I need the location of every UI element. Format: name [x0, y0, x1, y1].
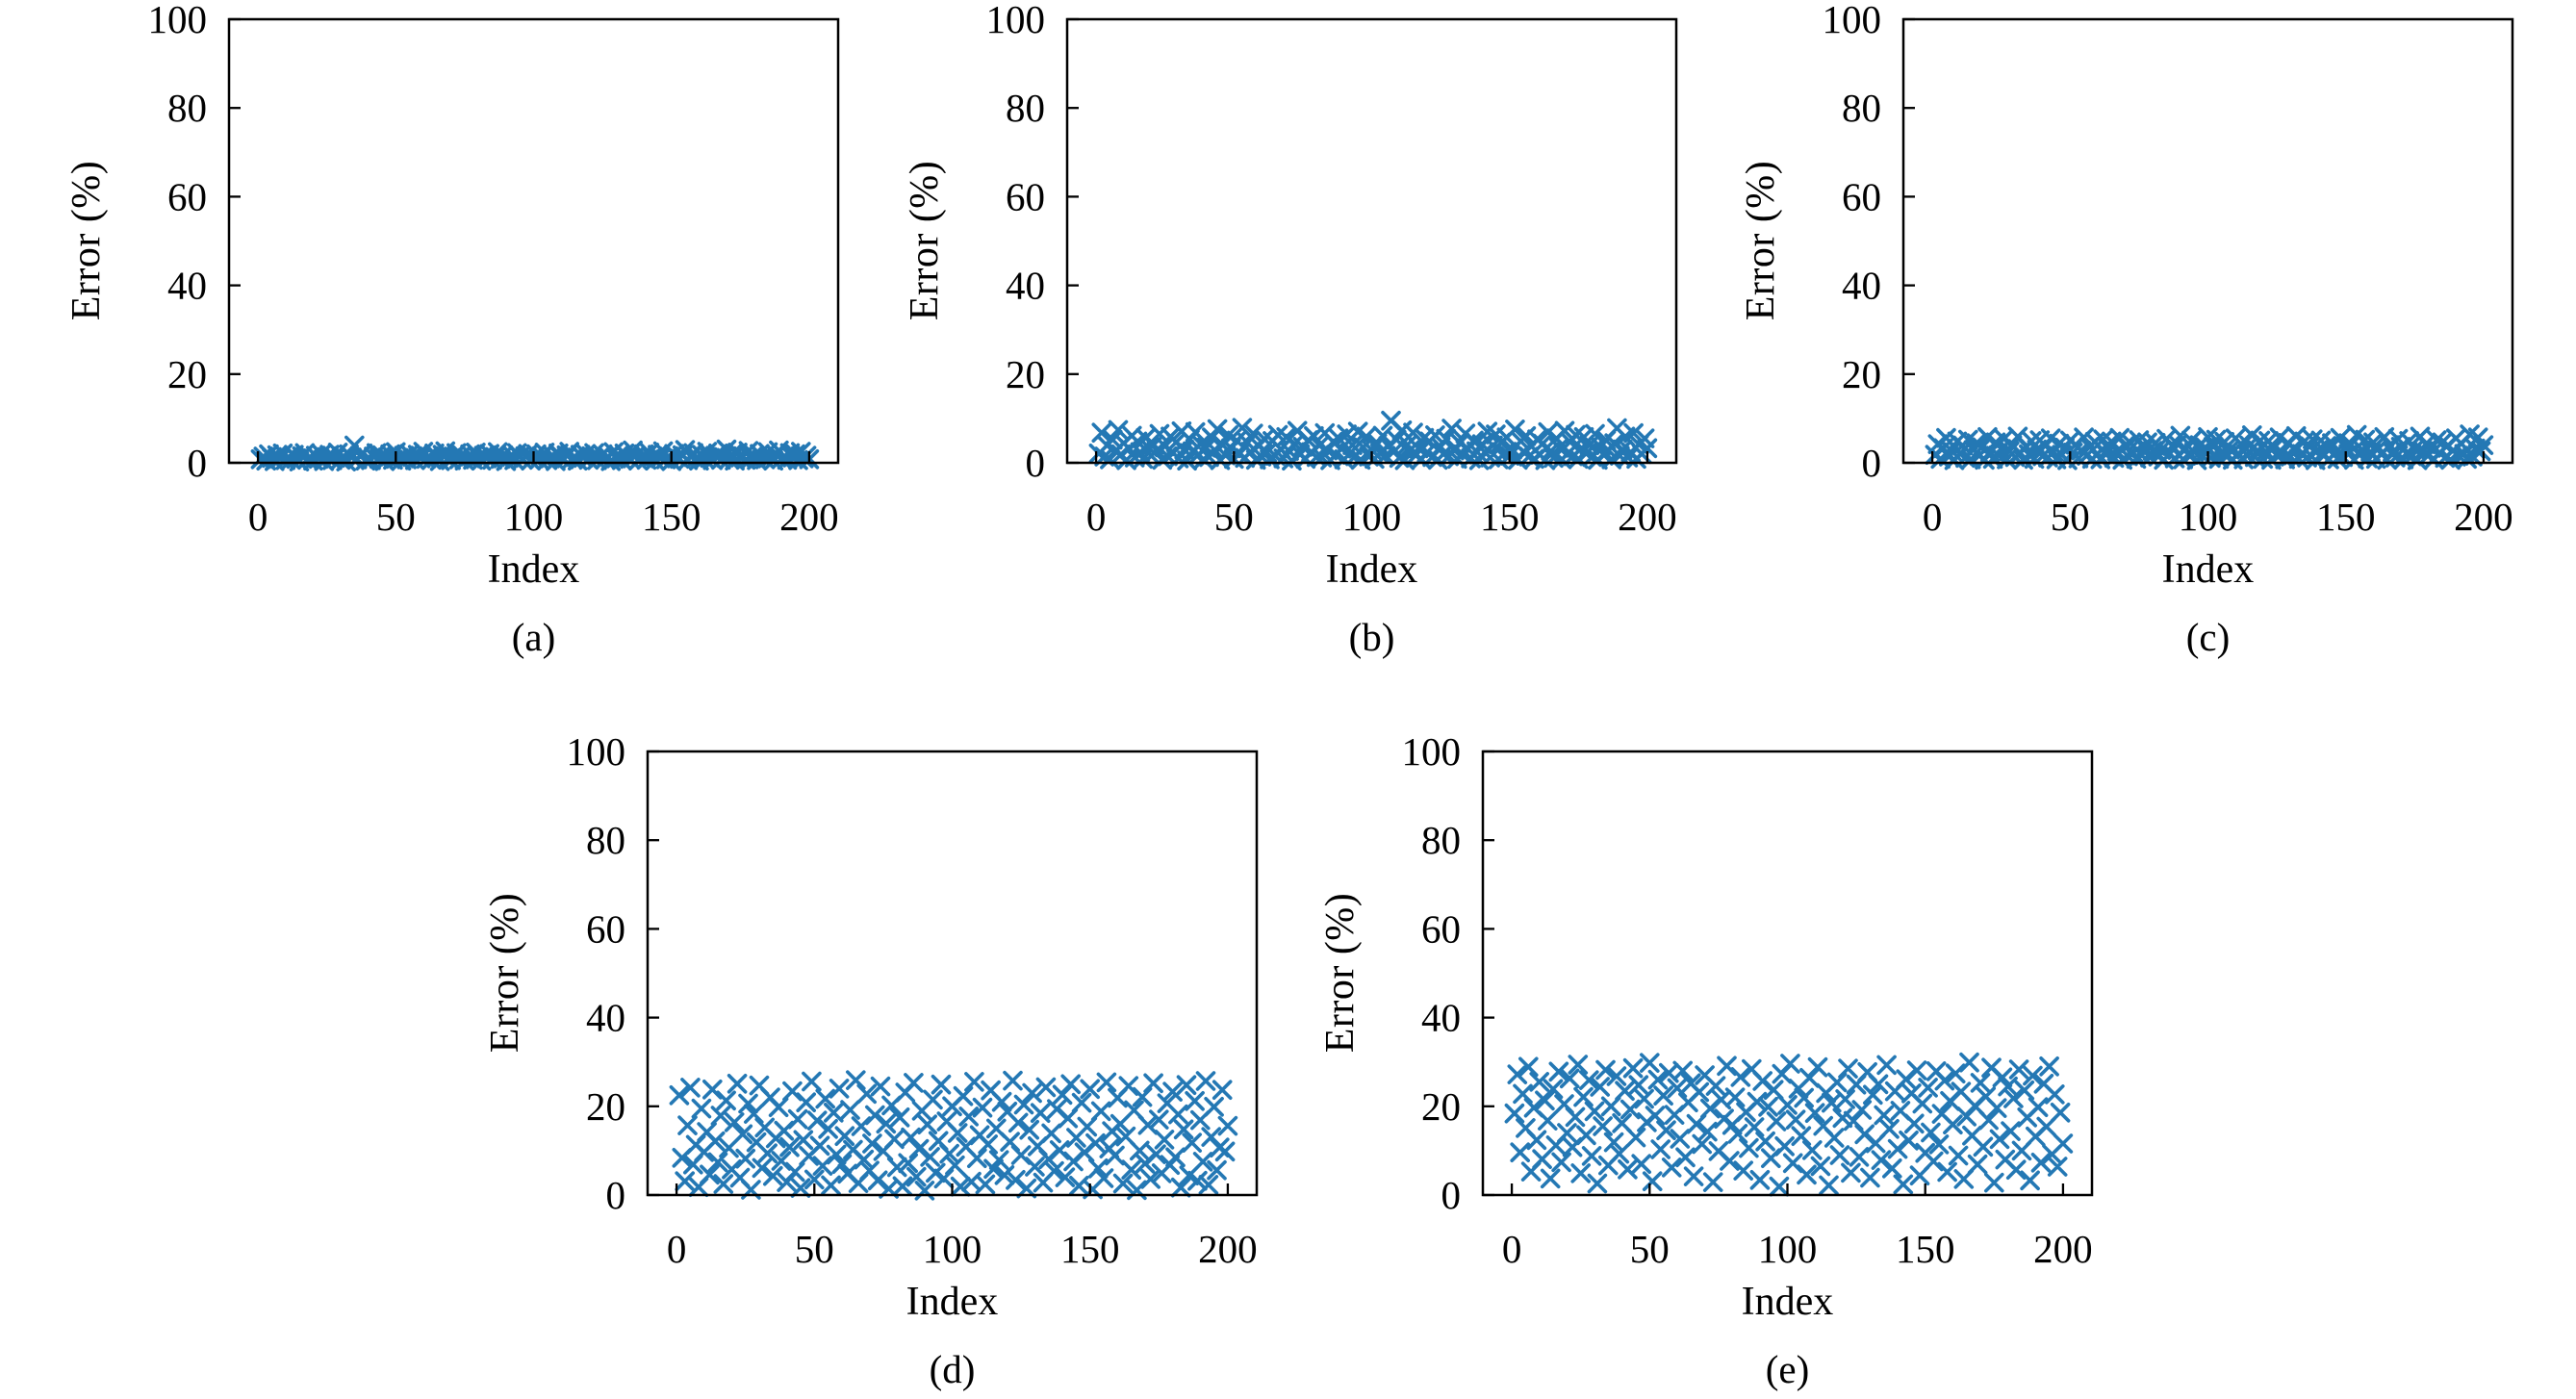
- x-tick-label: 150: [1060, 1227, 1120, 1271]
- x-tick-label: 200: [779, 495, 839, 539]
- axis-box: [1065, 17, 1678, 465]
- y-tick-label: 100: [567, 729, 626, 774]
- y-tick-label: 80: [1842, 86, 1881, 130]
- y-tick-label: 60: [586, 906, 625, 951]
- axis-box: [1901, 17, 2514, 465]
- caption-a: (a): [511, 615, 556, 659]
- plot-area-b: 0 50 100 150 200 0 20 40 60 80 100: [986, 0, 1678, 539]
- caption-e: (e): [1765, 1347, 1810, 1391]
- scatter-markers: [669, 1070, 1238, 1201]
- x-tick-label: 150: [1896, 1227, 1955, 1271]
- y-tick-label: 40: [1006, 264, 1045, 308]
- subplot-a: Error (%) 0 50 100 150 200 0 20 40 60 80 100 Index…: [8, 0, 868, 688]
- scatter-markers: [1925, 424, 2494, 471]
- x-axis-label: Index: [2161, 547, 2255, 592]
- y-tick-label: 20: [167, 352, 207, 396]
- x-tick-label: 100: [1758, 1227, 1818, 1271]
- y-tick-label: 0: [606, 1173, 626, 1217]
- x-tick-label: 0: [1086, 495, 1107, 539]
- y-tick-label: 40: [1421, 996, 1461, 1040]
- y-tick-label: 20: [1421, 1084, 1461, 1129]
- x-tick-label: 100: [923, 1227, 982, 1271]
- y-tick-label: 100: [1823, 0, 1882, 41]
- y-tick-label: 80: [1421, 818, 1461, 862]
- subplot-e: Error (%) 0 50 100 150 200 0 20 40 60 80 100 Index…: [1262, 729, 2122, 1399]
- x-tick-label: 200: [2033, 1227, 2093, 1271]
- scatter-markers: [1504, 1052, 2074, 1197]
- x-tick-label: 50: [795, 1227, 834, 1271]
- x-tick-label: 50: [2051, 495, 2090, 539]
- y-tick-label: 40: [1842, 264, 1881, 308]
- scatter-markers: [1088, 410, 1658, 471]
- x-tick-label: 200: [1618, 495, 1677, 539]
- caption-b: (b): [1348, 615, 1395, 659]
- x-tick-label: 200: [2454, 495, 2513, 539]
- y-tick-label: 0: [1026, 441, 1046, 485]
- x-tick-label: 150: [1480, 495, 1540, 539]
- caption-c: (c): [2185, 615, 2231, 659]
- y-tick-label: 80: [167, 86, 207, 130]
- x-tick-label: 50: [1214, 495, 1254, 539]
- subplot-b: Error (%) 0 50 100 150 200 0 20 40 60 80 100 Index…: [846, 0, 1706, 688]
- x-axis-label: Index: [1325, 547, 1418, 592]
- scatter-markers: [250, 435, 820, 471]
- y-tick-label: 0: [188, 441, 208, 485]
- y-tick-label: 20: [586, 1084, 625, 1129]
- plot-area-d: 0 50 100 150 200 0 20 40 60 80 100: [567, 729, 1259, 1271]
- x-axis-label: Index: [1741, 1280, 1834, 1324]
- y-tick-label: 20: [1842, 352, 1881, 396]
- y-tick-label: 40: [586, 996, 625, 1040]
- x-tick-label: 0: [248, 495, 268, 539]
- x-tick-label: 100: [1342, 495, 1402, 539]
- y-tick-label: 20: [1006, 352, 1045, 396]
- y-tick-label: 100: [986, 0, 1046, 41]
- x-axis-label: Index: [905, 1280, 999, 1324]
- caption-d: (d): [929, 1347, 976, 1391]
- y-tick-label: 80: [1006, 86, 1045, 130]
- plot-area-e: 0 50 100 150 200 0 20 40 60 80 100: [1402, 729, 2094, 1271]
- subplot-d: Error (%) 0 50 100 150 200 0 20 40 60 80 100 Index…: [426, 729, 1287, 1399]
- x-tick-label: 100: [2179, 495, 2238, 539]
- plot-area-a: 0 50 100 150 200 0 20 40 60 80 100: [148, 0, 840, 539]
- y-tick-label: 0: [1441, 1173, 1462, 1217]
- x-tick-label: 50: [376, 495, 416, 539]
- x-tick-label: 150: [2316, 495, 2376, 539]
- y-tick-label: 100: [148, 0, 208, 41]
- x-tick-label: 0: [1502, 1227, 1522, 1271]
- y-tick-label: 60: [167, 174, 207, 218]
- subplot-c: Error (%) 0 50 100 150 200 0 20 40 60 80 100 Index…: [1682, 0, 2542, 688]
- x-tick-label: 0: [1923, 495, 1943, 539]
- x-tick-label: 0: [667, 1227, 687, 1271]
- x-tick-label: 50: [1630, 1227, 1670, 1271]
- y-tick-label: 60: [1421, 906, 1461, 951]
- x-tick-label: 150: [642, 495, 701, 539]
- y-tick-label: 100: [1402, 729, 1462, 774]
- x-tick-label: 200: [1198, 1227, 1258, 1271]
- y-tick-label: 40: [167, 264, 207, 308]
- y-tick-label: 60: [1842, 174, 1881, 218]
- y-tick-label: 60: [1006, 174, 1045, 218]
- x-axis-label: Index: [487, 547, 580, 592]
- x-tick-label: 100: [504, 495, 564, 539]
- axis-box: [227, 17, 840, 465]
- plot-area-c: 0 50 100 150 200 0 20 40 60 80 100: [1823, 0, 2514, 539]
- y-tick-label: 80: [586, 818, 625, 862]
- y-tick-label: 0: [1862, 441, 1882, 485]
